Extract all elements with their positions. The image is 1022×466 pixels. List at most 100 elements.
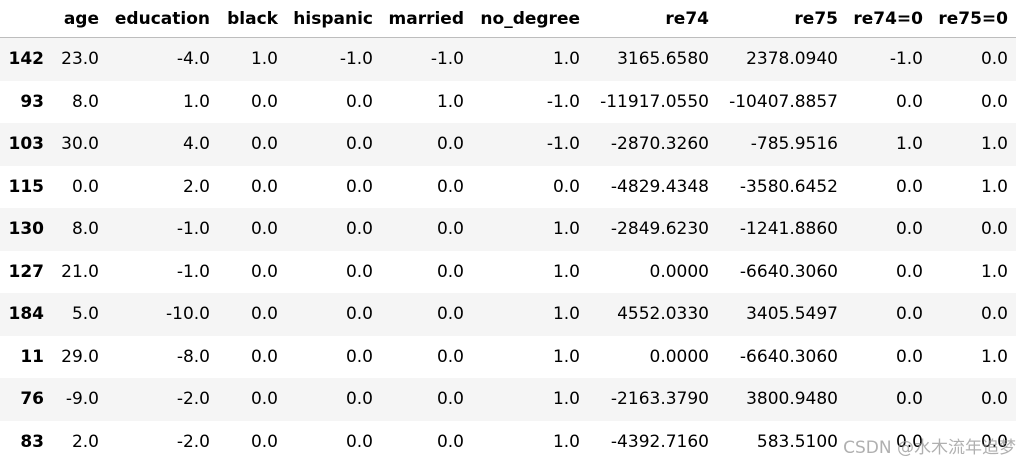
row-index: 127 <box>8 261 45 282</box>
cell: 0.0 <box>980 431 1008 452</box>
cell: 0.0 <box>436 304 464 325</box>
cell: 1.0 <box>552 49 580 70</box>
cell: 0.0 <box>345 91 373 112</box>
header: age education black hispanic married no_degre… <box>0 0 1016 38</box>
cell: 1.0 <box>552 389 580 410</box>
column-header: black <box>218 0 286 38</box>
cell: 583.5100 <box>756 431 838 452</box>
row-index: 142 <box>8 49 45 70</box>
cell: -9.0 <box>65 389 99 410</box>
cell: 30.0 <box>61 134 99 155</box>
row: 83 2.0 -2.0 0.0 0.0 0.0 1.0 -4392.7160 583.5100 0… <box>0 421 1016 464</box>
cell: 1.0 <box>980 176 1008 197</box>
cell: 0.0 <box>250 431 278 452</box>
cell: -8.0 <box>176 346 210 367</box>
cell: -10407.8857 <box>729 91 838 112</box>
row-index: 130 <box>8 219 45 240</box>
row: 76 -9.0 -2.0 0.0 0.0 0.0 1.0 -2163.3790 3800.948… <box>0 378 1016 421</box>
cell: 1.0 <box>980 134 1008 155</box>
index-header <box>0 0 52 38</box>
cell: 0.0 <box>345 346 373 367</box>
cell: 0.0 <box>345 261 373 282</box>
cell: 0.0 <box>436 134 464 155</box>
cell: 0.0 <box>436 431 464 452</box>
column-header: re75 <box>717 0 846 38</box>
cell: 0.0 <box>345 431 373 452</box>
cell: 0.0 <box>345 134 373 155</box>
cell: -4392.7160 <box>610 431 709 452</box>
cell: 0.0 <box>436 346 464 367</box>
cell: -2.0 <box>176 431 210 452</box>
column-header: re75=0 <box>931 0 1016 38</box>
cell: 0.0 <box>250 261 278 282</box>
cell: 4.0 <box>182 134 210 155</box>
body: 142 23.0 -4.0 1.0 -1.0 -1.0 1.0 3165.6580 2378.0… <box>0 37 1016 464</box>
cell: 29.0 <box>61 346 99 367</box>
cell: 0.0 <box>345 176 373 197</box>
row: 184 5.0 -10.0 0.0 0.0 0.0 1.0 4552.0330 3405.549… <box>0 293 1016 336</box>
cell: 0.0 <box>250 219 278 240</box>
row-index: 103 <box>8 134 45 155</box>
cell: 2.0 <box>182 176 210 197</box>
cell: -4829.4348 <box>610 176 709 197</box>
cell: 0.0 <box>250 304 278 325</box>
cell: -3580.6452 <box>739 176 838 197</box>
cell: 1.0 <box>552 219 580 240</box>
cell: 3405.5497 <box>746 304 838 325</box>
cell: 0.0 <box>895 389 923 410</box>
cell: 3800.9480 <box>746 389 838 410</box>
row: 127 21.0 -1.0 0.0 0.0 0.0 1.0 0.0000 -6640.3060 0… <box>0 251 1016 294</box>
cell: 0.0 <box>250 176 278 197</box>
cell: 0.0 <box>71 176 99 197</box>
cell: -1.0 <box>546 134 580 155</box>
cell: 0.0 <box>436 389 464 410</box>
cell: 2378.0940 <box>746 49 838 70</box>
cell: 0.0 <box>552 176 580 197</box>
cell: 1.0 <box>980 261 1008 282</box>
cell: 0.0 <box>436 261 464 282</box>
cell: 1.0 <box>895 134 923 155</box>
cell: 1.0 <box>552 431 580 452</box>
cell: -785.9516 <box>750 134 838 155</box>
cell: 3165.6580 <box>617 49 709 70</box>
cell: 0.0000 <box>649 261 709 282</box>
cell: 23.0 <box>61 49 99 70</box>
cell: -1.0 <box>339 49 373 70</box>
cell: -1.0 <box>546 91 580 112</box>
cell: -10.0 <box>166 304 210 325</box>
cell: -2163.3790 <box>610 389 709 410</box>
cell: 0.0 <box>250 134 278 155</box>
cell: 0.0 <box>436 219 464 240</box>
column-header: education <box>107 0 218 38</box>
column-header: married <box>381 0 472 38</box>
row-index: 184 <box>8 304 45 325</box>
cell: 2.0 <box>71 431 99 452</box>
cell: -2.0 <box>176 389 210 410</box>
cell: 0.0 <box>895 91 923 112</box>
cell: -4.0 <box>176 49 210 70</box>
row-index: 93 <box>20 91 44 112</box>
row-index: 83 <box>20 431 44 452</box>
cell: 1.0 <box>980 346 1008 367</box>
header-row: age education black hispanic married no_degre… <box>0 0 1016 38</box>
cell: 0.0 <box>250 91 278 112</box>
cell: 0.0 <box>980 91 1008 112</box>
cell: 0.0 <box>345 304 373 325</box>
cell: -1.0 <box>430 49 464 70</box>
cell: 1.0 <box>436 91 464 112</box>
row: 115 0.0 2.0 0.0 0.0 0.0 0.0 -4829.4348 -3580.645… <box>0 166 1016 209</box>
cell: -1.0 <box>176 219 210 240</box>
cell: 0.0 <box>895 346 923 367</box>
cell: 0.0000 <box>649 346 709 367</box>
cell: 0.0 <box>345 219 373 240</box>
cell: 0.0 <box>250 346 278 367</box>
cell: -2849.6230 <box>610 219 709 240</box>
column-header: hispanic <box>286 0 381 38</box>
column-header: no_degree <box>472 0 588 38</box>
cell: 0.0 <box>980 49 1008 70</box>
cell: -1241.8860 <box>739 219 838 240</box>
row: 142 23.0 -4.0 1.0 -1.0 -1.0 1.0 3165.6580 2378.0… <box>0 37 1016 81</box>
row: 11 29.0 -8.0 0.0 0.0 0.0 1.0 0.0000 -6640.3060 0.… <box>0 336 1016 379</box>
